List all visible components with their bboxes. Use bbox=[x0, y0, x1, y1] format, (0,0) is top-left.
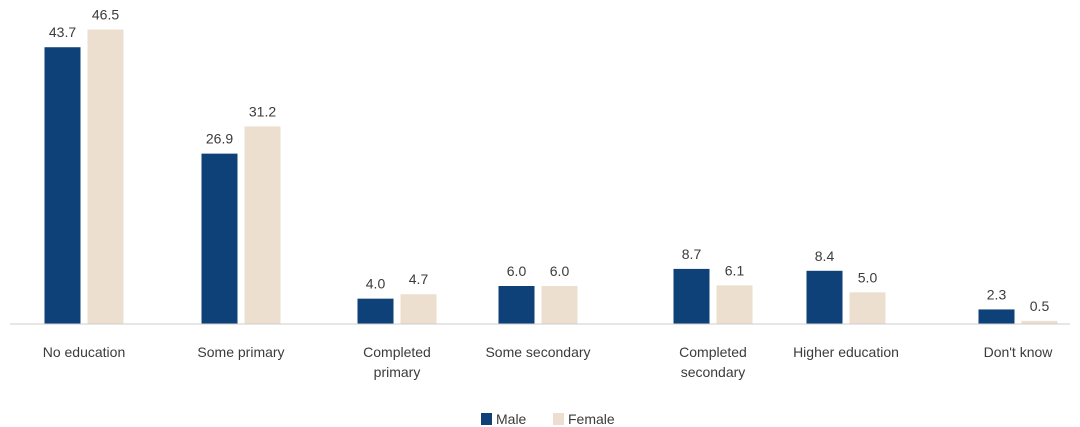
value-label-male-no-education: 43.7 bbox=[49, 24, 76, 40]
bar-male-some-secondary bbox=[498, 286, 535, 324]
category-label-completed-secondary: Completed secondary bbox=[679, 344, 747, 380]
value-label-male-completed-primary: 4.0 bbox=[366, 276, 386, 292]
value-label-female-don-t-know: 0.5 bbox=[1030, 298, 1050, 314]
bars-layer bbox=[44, 29, 1058, 325]
bar-female-completed-secondary bbox=[716, 285, 753, 324]
legend-label-female: Female bbox=[568, 411, 615, 427]
category-label-completed-primary: Completed primary bbox=[363, 344, 431, 380]
value-label-male-some-primary: 26.9 bbox=[206, 131, 233, 147]
value-label-female-some-secondary: 6.0 bbox=[550, 263, 570, 279]
category-label-higher-education: Higher education bbox=[793, 344, 899, 360]
category-label-no-education: No education bbox=[43, 344, 126, 360]
value-label-male-some-secondary: 6.0 bbox=[507, 263, 527, 279]
category-label-some-primary: Some primary bbox=[197, 344, 284, 360]
value-label-female-some-primary: 31.2 bbox=[249, 103, 276, 119]
legend: Male Female bbox=[481, 411, 615, 427]
value-label-female-no-education: 46.5 bbox=[92, 7, 119, 23]
value-label-male-completed-secondary: 8.7 bbox=[682, 246, 702, 262]
bar-male-no-education bbox=[44, 47, 81, 324]
bar-female-completed-primary bbox=[400, 294, 437, 324]
bar-male-completed-primary bbox=[357, 298, 394, 324]
bar-female-higher-education bbox=[849, 292, 886, 324]
value-label-female-completed-primary: 4.7 bbox=[409, 271, 429, 287]
legend-swatch-male bbox=[481, 413, 492, 425]
value-label-male-higher-education: 8.4 bbox=[815, 248, 835, 264]
bar-female-some-primary bbox=[244, 126, 281, 325]
category-labels-layer: No education Some primary Completed primary… bbox=[43, 344, 1054, 380]
legend-swatch-female bbox=[553, 413, 564, 425]
bar-male-completed-secondary bbox=[673, 268, 710, 324]
category-label-some-secondary: Some secondary bbox=[485, 344, 590, 360]
value-label-female-higher-education: 5.0 bbox=[858, 269, 878, 285]
value-label-female-completed-secondary: 6.1 bbox=[725, 262, 745, 278]
value-labels-layer: 43.7 46.5 26.9 31.2 4.0 4.7 6.0 6.0 8.7 6.1 8.4 5.0… bbox=[49, 7, 1050, 314]
category-label-don-t-know: Don't know bbox=[984, 344, 1054, 360]
bar-female-no-education bbox=[87, 29, 124, 324]
legend-label-male: Male bbox=[496, 411, 527, 427]
bar-male-don-t-know bbox=[978, 309, 1015, 324]
bar-female-don-t-know bbox=[1021, 320, 1058, 324]
bar-male-some-primary bbox=[201, 153, 238, 324]
bar-male-higher-education bbox=[806, 270, 843, 324]
value-label-male-don-t-know: 2.3 bbox=[987, 286, 1007, 302]
bar-female-some-secondary bbox=[541, 286, 578, 324]
